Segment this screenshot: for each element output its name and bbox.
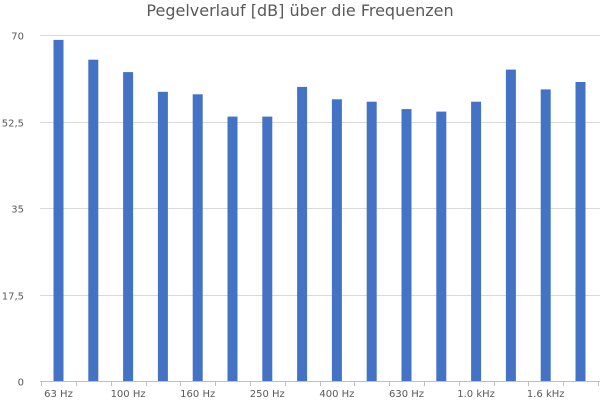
x-tick-label: 160 Hz <box>180 389 215 400</box>
bar <box>540 89 551 382</box>
bar <box>331 99 342 382</box>
bar <box>505 69 516 381</box>
x-tick-label: 100 Hz <box>111 389 146 400</box>
bar <box>123 72 134 381</box>
bar <box>366 101 377 381</box>
bar <box>227 116 238 381</box>
x-tick-label: 400 Hz <box>319 389 354 400</box>
bar <box>157 91 168 382</box>
bar <box>471 101 482 381</box>
x-tick-label: 1.0 kHz <box>457 389 495 400</box>
bar <box>436 111 447 381</box>
y-tick-label: 17,5 <box>2 292 24 303</box>
bar <box>297 86 308 382</box>
x-tick-label: 1.6 kHz <box>527 389 565 400</box>
bar <box>53 39 64 382</box>
y-tick-label: 52,5 <box>2 119 24 130</box>
y-tick-label: 0 <box>18 378 24 389</box>
y-tick-label: 70 <box>11 32 24 43</box>
bar <box>575 82 586 381</box>
bar <box>262 116 273 381</box>
x-tick-label: 63 Hz <box>44 389 73 400</box>
chart-title: Pegelverlauf [dB] über die Frequenzen <box>146 1 454 20</box>
x-tick-label: 630 Hz <box>389 389 424 400</box>
y-tick-label: 35 <box>11 205 24 216</box>
bar <box>401 109 412 381</box>
x-tick-label: 250 Hz <box>250 389 285 400</box>
bar <box>88 59 99 381</box>
bar <box>192 94 203 382</box>
